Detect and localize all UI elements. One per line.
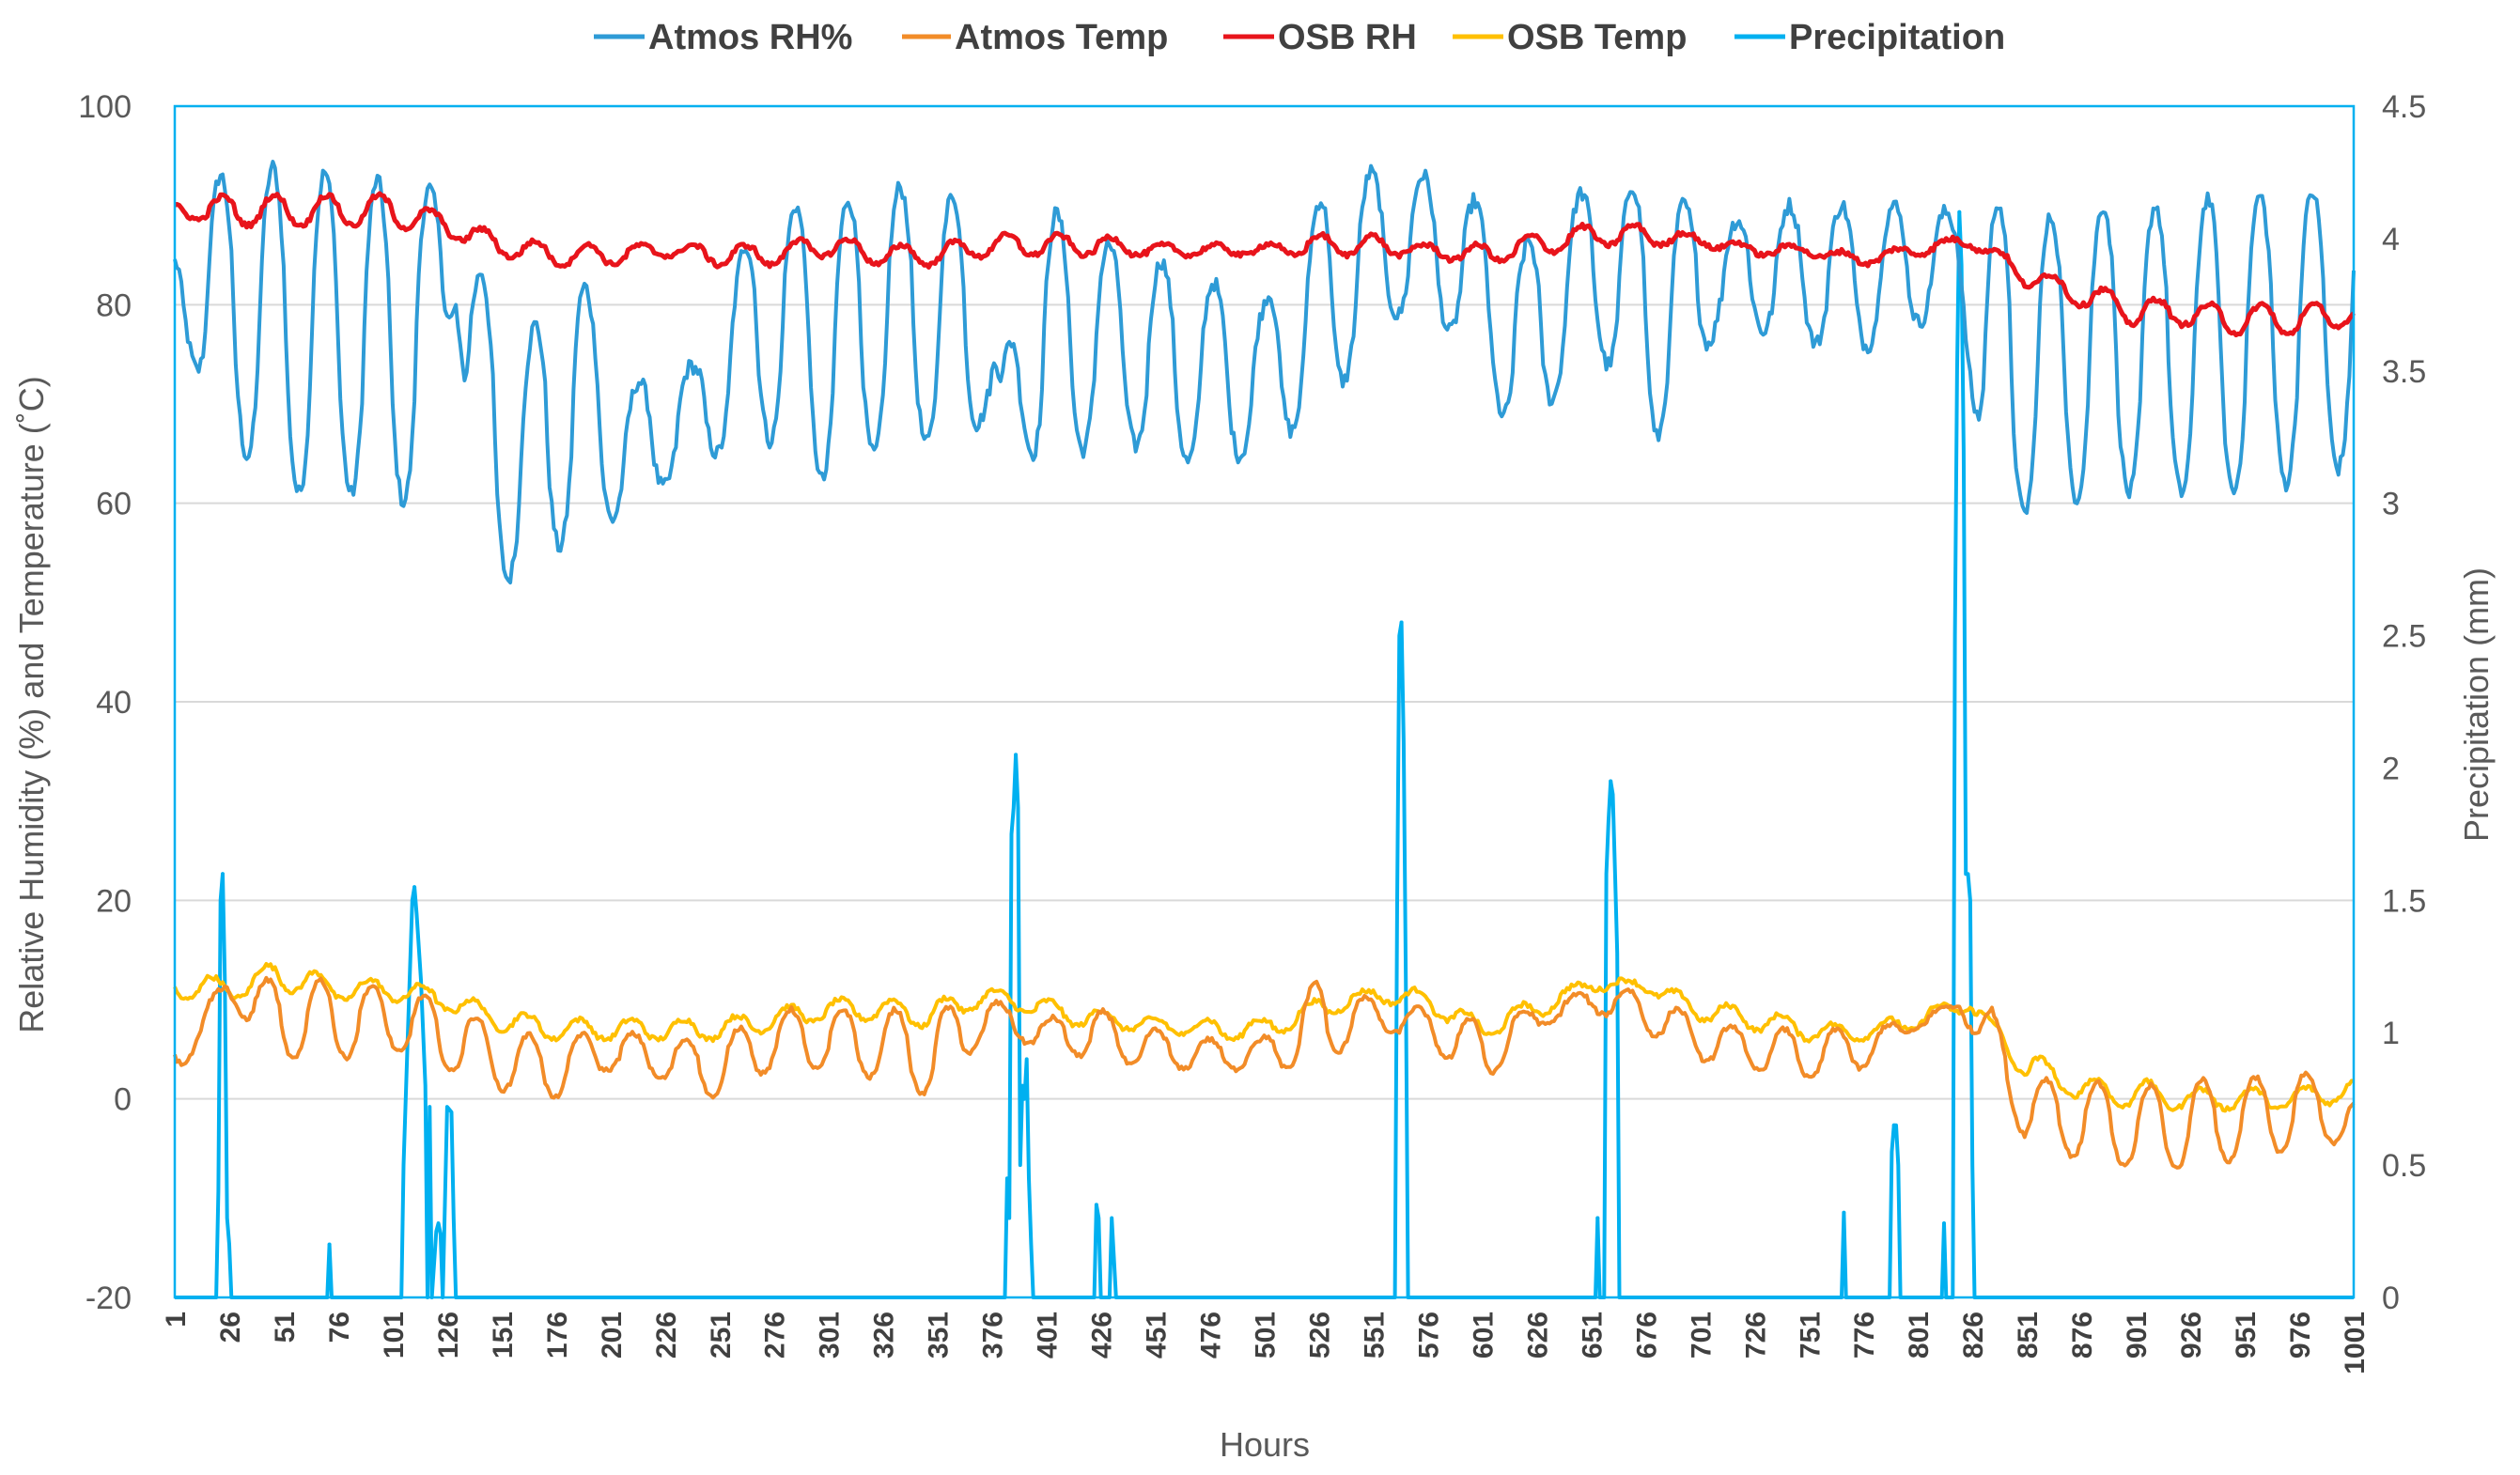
x-tick-label: 201 bbox=[597, 1312, 628, 1359]
x-tick-label: 576 bbox=[1413, 1312, 1444, 1359]
precip-peak-point bbox=[1842, 1210, 1846, 1215]
precip-peak-point bbox=[1957, 210, 1962, 214]
x-tick-label: 676 bbox=[1631, 1312, 1662, 1359]
x-tick-label: 351 bbox=[924, 1312, 955, 1359]
x-tick-label: 651 bbox=[1577, 1312, 1608, 1359]
right-axis-title: Precipitation (mm) bbox=[2457, 567, 2496, 842]
right-axis-ticks: 0 0.5 1 1.5 2 2.5 3 3.5 4 4.5 bbox=[2382, 89, 2426, 1316]
x-tick-label: 26 bbox=[215, 1312, 246, 1343]
precip-peak-point bbox=[1609, 779, 1613, 784]
left-tick-label: 20 bbox=[96, 883, 132, 919]
plot-frame bbox=[173, 104, 2356, 1299]
right-tick-label: 1.5 bbox=[2382, 883, 2426, 919]
right-tick-label: 3 bbox=[2382, 487, 2400, 522]
x-tick-label: 301 bbox=[815, 1312, 846, 1359]
precip-peak-point bbox=[1014, 753, 1019, 757]
x-tick-label: 76 bbox=[324, 1312, 355, 1343]
x-tick-label: 401 bbox=[1033, 1312, 1064, 1359]
legend-label-osb-rh: OSB RH bbox=[1278, 18, 1417, 57]
left-tick-label: -20 bbox=[86, 1281, 132, 1316]
precip-peak-point bbox=[1942, 1221, 1946, 1226]
right-tick-label: 2 bbox=[2382, 751, 2400, 786]
x-tick-label: 251 bbox=[706, 1312, 737, 1359]
left-tick-label: 80 bbox=[96, 287, 132, 323]
precip-peak-point bbox=[1891, 1123, 1896, 1127]
x-tick-label: 151 bbox=[488, 1312, 519, 1359]
left-tick-label: 40 bbox=[96, 685, 132, 721]
x-tick-label: 601 bbox=[1468, 1312, 1499, 1359]
x-tick-label: 1001 bbox=[2340, 1312, 2371, 1374]
precip-peak-point bbox=[1399, 620, 1404, 625]
precip-peak-point bbox=[412, 885, 417, 890]
x-tick-label: 501 bbox=[1251, 1312, 1282, 1359]
left-axis-ticks: -20 0 20 40 60 80 100 bbox=[78, 89, 132, 1316]
right-tick-label: 1 bbox=[2382, 1016, 2400, 1051]
x-axis-title: Hours bbox=[1220, 1425, 1310, 1464]
series-line-osb-rh bbox=[174, 191, 2356, 338]
x-tick-label: 1 bbox=[161, 1312, 192, 1328]
x-tick-label: 726 bbox=[1740, 1312, 1771, 1359]
x-tick-label: 926 bbox=[2176, 1312, 2207, 1359]
x-tick-label: 626 bbox=[1522, 1312, 1553, 1359]
x-tick-label: 901 bbox=[2122, 1312, 2153, 1359]
legend-item-precipitation: Precipitation bbox=[1734, 18, 2005, 57]
x-tick-label: 701 bbox=[1686, 1312, 1717, 1359]
x-tick-label: 876 bbox=[2067, 1312, 2098, 1359]
right-tick-label: 4 bbox=[2382, 222, 2400, 257]
legend-label-osb-temp: OSB Temp bbox=[1507, 18, 1687, 57]
x-tick-label: 801 bbox=[1904, 1312, 1935, 1359]
precip-peak-point bbox=[1595, 1216, 1600, 1220]
x-tick-label: 176 bbox=[542, 1312, 573, 1359]
x-tick-label: 751 bbox=[1795, 1312, 1826, 1359]
x-tick-label: 326 bbox=[869, 1312, 900, 1359]
series-line-osb-temp bbox=[173, 962, 2355, 1113]
series-layer bbox=[173, 160, 2356, 1299]
legend-item-osb-rh: OSB RH bbox=[1223, 18, 1417, 57]
right-tick-label: 2.5 bbox=[2382, 619, 2426, 655]
right-tick-label: 0 bbox=[2382, 1281, 2400, 1316]
left-tick-label: 60 bbox=[96, 487, 132, 522]
x-tick-label: 376 bbox=[978, 1312, 1009, 1359]
x-tick-label: 526 bbox=[1304, 1312, 1335, 1359]
x-tick-label: 276 bbox=[760, 1312, 791, 1359]
precip-peak-point bbox=[221, 872, 225, 877]
legend-item-atmos-rh: Atmos RH% bbox=[594, 18, 852, 57]
x-tick-label: 101 bbox=[379, 1312, 410, 1359]
right-tick-label: 0.5 bbox=[2382, 1148, 2426, 1184]
x-tick-label: 126 bbox=[433, 1312, 464, 1359]
precip-peak-point bbox=[327, 1242, 332, 1247]
legend-label-atmos-rh: Atmos RH% bbox=[648, 18, 852, 57]
x-tick-label: 451 bbox=[1142, 1312, 1173, 1359]
left-tick-label: 0 bbox=[114, 1082, 132, 1118]
x-tick-label: 551 bbox=[1359, 1312, 1390, 1359]
x-tick-label: 426 bbox=[1087, 1312, 1118, 1359]
legend: Atmos RH% Atmos Temp OSB RH OSB Temp Pre… bbox=[594, 18, 2005, 57]
x-tick-label: 851 bbox=[2013, 1312, 2044, 1359]
precip-peak-point bbox=[1094, 1203, 1098, 1207]
series-line-atmos-rh bbox=[173, 160, 2356, 585]
legend-item-osb-temp: OSB Temp bbox=[1453, 18, 1687, 57]
x-tick-label: 776 bbox=[1849, 1312, 1880, 1359]
series-line-atmos-temp bbox=[173, 975, 2356, 1170]
x-tick-label: 976 bbox=[2285, 1312, 2316, 1359]
legend-item-atmos-temp: Atmos Temp bbox=[902, 18, 1168, 57]
left-axis-title: Relative Humidity (%) and Temperature (˚… bbox=[12, 376, 51, 1033]
x-tick-label: 51 bbox=[270, 1312, 301, 1343]
legend-label-precipitation: Precipitation bbox=[1789, 18, 2005, 57]
x-tick-label: 226 bbox=[651, 1312, 682, 1359]
legend-label-atmos-temp: Atmos Temp bbox=[955, 18, 1168, 57]
left-tick-label: 100 bbox=[78, 89, 132, 125]
right-tick-label: 3.5 bbox=[2382, 354, 2426, 390]
series-line-precipitation bbox=[175, 210, 2354, 1299]
right-tick-label: 4.5 bbox=[2382, 89, 2426, 125]
x-axis-ticks: 1 26 51 76 101 126 151 176 201 226 251 276 301 326 351… bbox=[161, 1312, 2371, 1374]
x-tick-label: 951 bbox=[2231, 1312, 2262, 1359]
x-tick-label: 826 bbox=[1958, 1312, 1989, 1359]
x-tick-label: 476 bbox=[1196, 1312, 1227, 1359]
